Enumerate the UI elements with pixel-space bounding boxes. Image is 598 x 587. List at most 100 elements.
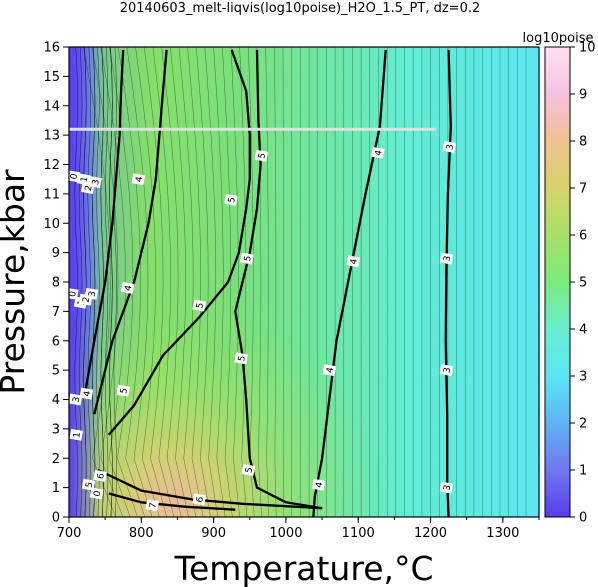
contour-label-background <box>439 252 454 265</box>
contour-label-text: 5 <box>257 152 268 159</box>
thin-contour-line <box>109 47 113 517</box>
contour-label: 1 <box>69 428 83 441</box>
contour-label-text: 3 <box>442 484 453 491</box>
contour-label-background <box>79 387 94 400</box>
contour-label-text: 1 <box>80 176 91 183</box>
x-tick-label: 900 <box>201 526 226 541</box>
thin-contour-line <box>117 47 146 517</box>
contour-label-text: 2 <box>84 185 95 192</box>
contour-label-text: 7 <box>148 502 159 509</box>
thin-contour-line <box>83 47 116 517</box>
thin-contour-line <box>113 47 117 517</box>
contour-label: 6 <box>93 469 107 482</box>
major-contour-line-5 <box>107 49 251 436</box>
thin-contour-line <box>83 47 87 517</box>
contour-label: 4 <box>346 255 360 268</box>
thin-contour-line <box>169 47 189 517</box>
contour-label-text: 3 <box>445 143 456 150</box>
colorbar-axis: 0 1 2 3 4 5 6 7 8 9 10 <box>570 41 596 526</box>
contour-label: 5 <box>240 252 254 265</box>
contour-label-text: 5 <box>243 255 254 262</box>
y-tick-label: 9 <box>52 246 60 261</box>
colorbar-tick-label: 6 <box>579 229 587 244</box>
contour-label-text: 4 <box>82 390 93 398</box>
contour-label-background <box>145 499 159 512</box>
colorbar-tick-label: 2 <box>579 417 587 432</box>
contour-label-background <box>442 140 457 153</box>
colorbar-tick-label: 0 <box>579 511 587 526</box>
thin-contour-line <box>222 47 233 517</box>
contour-label: 3 <box>439 481 454 494</box>
contour-label-background <box>89 487 104 500</box>
contour-label: 4 <box>120 281 135 294</box>
contour-label-text: 2 <box>82 296 93 303</box>
contour-label-background <box>69 287 79 300</box>
thin-contour-line <box>100 47 104 517</box>
contour-label-text: 5 <box>237 355 248 362</box>
thin-contour-line <box>248 47 255 517</box>
colorbar-tick-label: 8 <box>579 135 587 150</box>
y-tick-label: 2 <box>52 452 60 467</box>
y-tick-label: 12 <box>43 158 60 173</box>
contour-label: 0 <box>89 487 104 500</box>
contour-label: 1 <box>76 173 91 186</box>
contour-label-text: 3 <box>72 396 83 403</box>
contour-label: 4 <box>371 146 385 159</box>
contour-label: 4 <box>311 478 326 491</box>
thin-contour-line <box>213 47 226 517</box>
x-axis-title: Temperature,°C <box>173 549 433 587</box>
thin-contour-line <box>91 47 124 517</box>
thin-contour-line <box>104 47 109 517</box>
thin-contour-line <box>161 47 182 517</box>
thin-contour-line <box>178 47 197 517</box>
thin-contour-line <box>282 47 284 517</box>
thin-contour-line <box>143 47 167 517</box>
contour-label-background <box>241 464 256 476</box>
contour-label-text: 0 <box>69 173 80 181</box>
contour-label: 5 <box>254 149 268 162</box>
contour-label: 3 <box>88 176 102 189</box>
major-contour-line-7 <box>108 492 236 511</box>
thin-contour-line <box>230 47 240 517</box>
x-axis: 700 800 900 1000 1100 1200 1300 <box>57 517 540 541</box>
major-contour-line-3 <box>444 49 452 517</box>
contour-label-background <box>120 281 135 294</box>
heatmap-hot-region <box>69 47 539 517</box>
contour-label-background <box>69 170 81 183</box>
y-tick-label: 0 <box>52 511 60 526</box>
colorbar-tick-label: 10 <box>579 41 596 56</box>
contour-label-background <box>311 478 326 491</box>
major-contour-line-6 <box>97 468 323 510</box>
contour-label: 5 <box>241 464 256 476</box>
contour-label-text: 4 <box>315 481 326 489</box>
y-tick-label: 10 <box>43 217 60 232</box>
contour-label-text: 5 <box>227 196 238 203</box>
y-tick-label: 11 <box>43 187 60 202</box>
x-tick-label: 1200 <box>414 526 447 541</box>
thin-contour-line <box>196 47 211 517</box>
contour-label-background <box>439 481 454 494</box>
y-tick-label: 8 <box>52 276 60 291</box>
contour-label-background <box>192 299 206 312</box>
contour-label: 3 <box>69 393 83 406</box>
contour-label-background <box>240 252 254 265</box>
thin-contour-line <box>87 47 91 517</box>
contour-label: 5 <box>116 384 130 397</box>
thin-contour-group <box>74 47 527 517</box>
colorbar-tick-label: 9 <box>579 88 587 103</box>
contour-label: 4 <box>322 364 336 377</box>
contour-label-background <box>346 255 360 268</box>
colorbar-tick-label: 1 <box>579 464 587 479</box>
colorbar-title: log10poise <box>523 31 594 46</box>
contour-label-text: 3 <box>442 367 453 374</box>
contour-label-background <box>439 364 454 377</box>
contour-label: 5 <box>234 352 248 365</box>
contour-label-background <box>371 146 385 159</box>
colorbar-tick-label: 5 <box>579 276 587 291</box>
x-tick-label: 1100 <box>342 526 375 541</box>
thin-contour-line <box>126 47 153 517</box>
contour-label-text: 5 <box>119 387 130 394</box>
thin-contour-line <box>91 47 96 517</box>
major-contour-line-4 <box>93 49 168 415</box>
